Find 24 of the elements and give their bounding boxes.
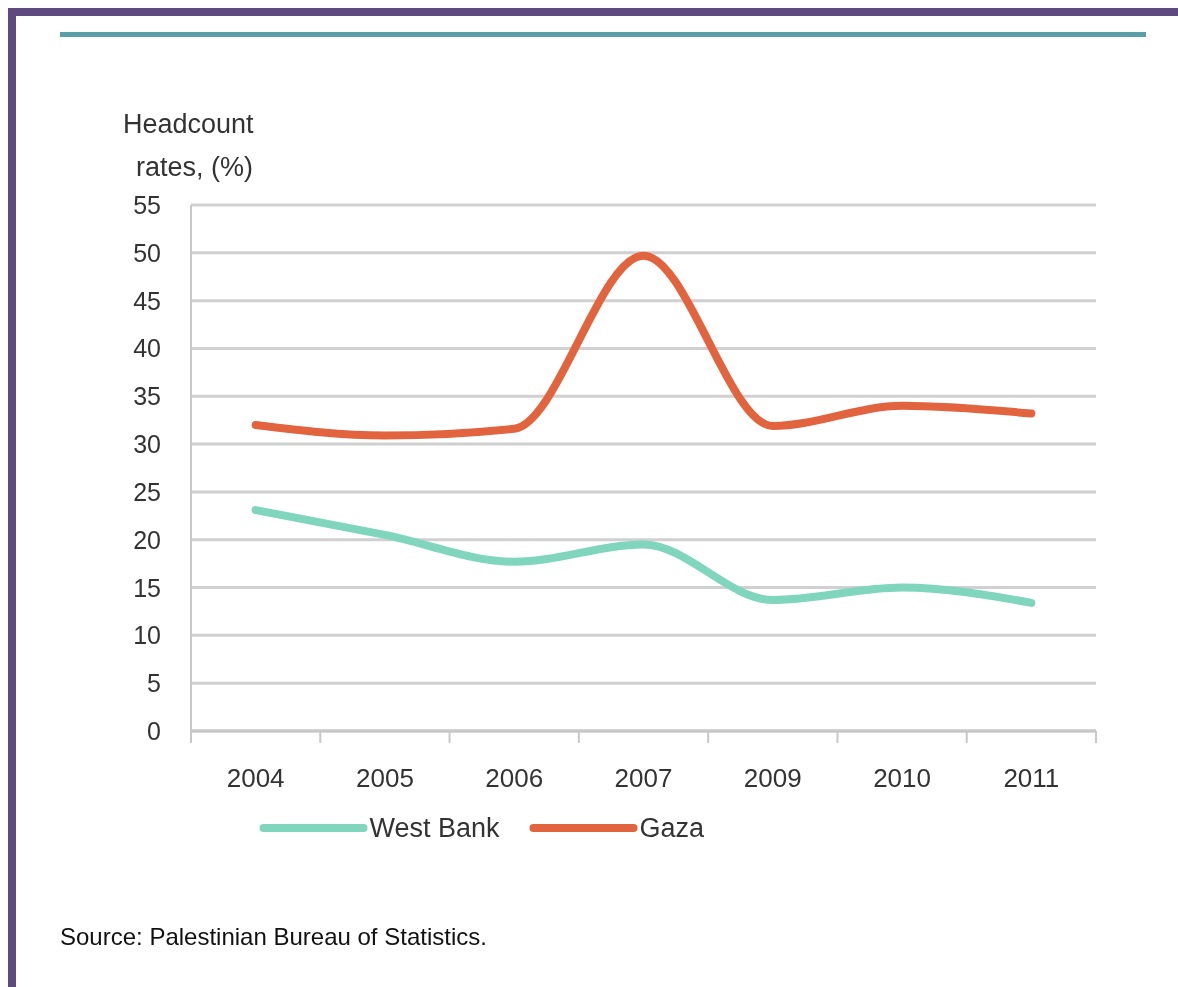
x-tick-label: 2011	[1003, 763, 1060, 793]
y-tick-label: 40	[133, 334, 161, 363]
x-tick-label: 2005	[356, 763, 414, 793]
y-axis-title: Headcount rates, (%)	[123, 109, 255, 182]
y-tick-label: 35	[133, 382, 161, 411]
x-tick-label: 2009	[743, 763, 802, 793]
y-tick-label: 55	[133, 191, 161, 219]
y-tick-label: 20	[133, 525, 161, 554]
legend-label: Gaza	[639, 813, 706, 843]
y-tick-label: 5	[147, 669, 161, 698]
y-tick-label: 30	[133, 430, 161, 459]
legend-label: West Bank	[369, 813, 501, 843]
x-tick-label: 2007	[614, 763, 673, 793]
y-tick-label: 50	[133, 238, 161, 267]
x-tick-label: 2010	[873, 763, 931, 793]
x-tick-label: 2006	[485, 763, 544, 793]
x-tick-label: 2004	[226, 763, 285, 793]
y-tick-label: 10	[133, 621, 161, 650]
y-tick-label: 0	[147, 717, 161, 745]
y-tick-label: 45	[133, 286, 161, 315]
source-note: Source: Palestinian Bureau of Statistics.	[60, 922, 487, 950]
page-frame: 0 5 10 15 20 25 30 35 40 45 50 55 2004 2005 2006 2007 2009 2010 2011 Headcount rates, (%) West Bank Gaza Source: Palestinian Bureau of Statistics.	[8, 8, 1178, 987]
y-tick-label: 25	[133, 477, 161, 506]
y-tick-label: 15	[133, 573, 161, 602]
